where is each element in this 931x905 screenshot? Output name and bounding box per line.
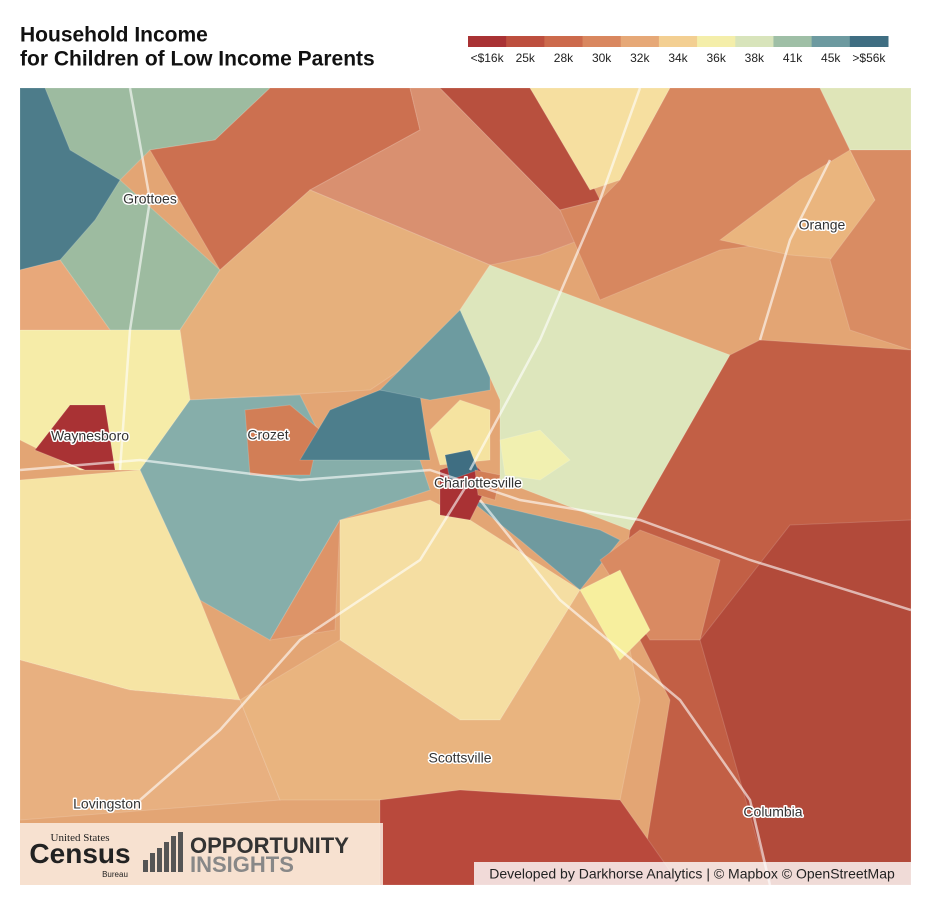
place-label: Orange: [799, 217, 846, 233]
logos: United States Census Bureau OPPORTUNITY …: [20, 823, 383, 885]
place-label: Columbia: [743, 804, 802, 820]
title-line-2: for Children of Low Income Parents: [20, 48, 375, 71]
legend-label: 28k: [554, 51, 574, 65]
title-line-1: Household Income: [20, 24, 208, 47]
legend-swatch: [658, 36, 698, 47]
legend-swatch: [468, 36, 507, 47]
legend-label: 41k: [783, 51, 803, 65]
place-label: Charlottesville: [434, 475, 522, 491]
census-bottom: Bureau: [102, 870, 128, 879]
census-logo: Census: [29, 838, 130, 869]
logo-panel: [20, 823, 383, 885]
legend: <$16k 25k 28k 30k 32k 34k 36k 38k 41k 45k >$56k: [468, 36, 889, 65]
map: [20, 88, 911, 885]
legend-swatch: [620, 36, 660, 47]
legend-label: 32k: [630, 51, 650, 65]
legend-swatch: [697, 36, 736, 47]
legend-label: 45k: [821, 51, 841, 65]
oi-icon: [143, 832, 183, 872]
legend-label: 25k: [516, 51, 536, 65]
legend-swatch: [773, 36, 813, 47]
legend-label: 36k: [707, 51, 727, 65]
legend-label: <$16k: [471, 51, 505, 65]
legend-label: 38k: [745, 51, 765, 65]
place-label: Crozet: [247, 427, 288, 443]
legend-swatch: [582, 36, 622, 47]
legend-swatch: [506, 36, 545, 47]
attribution-panel: [474, 862, 911, 885]
place-label: Lovingston: [73, 796, 141, 812]
legend-label: >$56k: [852, 51, 886, 65]
legend-swatch: [544, 36, 584, 47]
place-label: Grottoes: [123, 191, 177, 207]
place-label: Scottsville: [428, 750, 491, 766]
legend-swatch: [811, 36, 851, 47]
legend-label: 34k: [668, 51, 688, 65]
census-top: United States: [51, 832, 110, 844]
legend-label: 30k: [592, 51, 612, 65]
legend-swatch: [735, 36, 774, 47]
oi-line-1: OPPORTUNITY: [190, 833, 349, 858]
oi-line-2: INSIGHTS: [190, 852, 294, 877]
legend-swatch: [849, 36, 889, 47]
attribution: Developed by Darkhorse Analytics | © Map…: [489, 866, 895, 882]
place-label: Waynesboro: [51, 428, 129, 444]
